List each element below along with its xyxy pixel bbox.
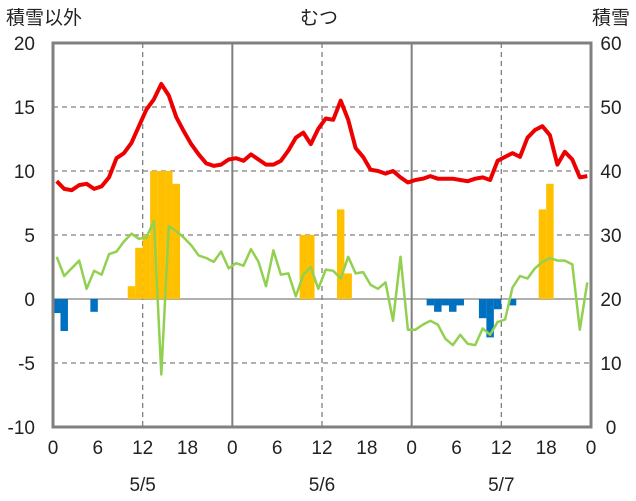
x-tick-label: 6 bbox=[451, 438, 462, 459]
right-tick-label: 50 bbox=[600, 98, 621, 119]
bar bbox=[299, 235, 308, 299]
left-tick-label: 0 bbox=[24, 290, 35, 311]
bar bbox=[493, 299, 502, 310]
left-tick-label: -5 bbox=[18, 354, 35, 375]
bar bbox=[441, 299, 450, 306]
x-tick-label: 18 bbox=[356, 438, 377, 459]
bar bbox=[90, 299, 98, 312]
bar bbox=[157, 171, 166, 299]
x-tick-label: 0 bbox=[48, 438, 59, 459]
x-tick-label: 0 bbox=[227, 438, 238, 459]
bar bbox=[538, 209, 547, 299]
plot-frame bbox=[51, 41, 593, 429]
bar bbox=[53, 299, 61, 314]
right-tick-label: 30 bbox=[600, 226, 621, 247]
day-label: 5/7 bbox=[488, 475, 514, 496]
series-line-green bbox=[55, 219, 589, 376]
bar bbox=[546, 183, 554, 299]
bar bbox=[344, 273, 352, 299]
x-tick-label: 6 bbox=[93, 438, 104, 459]
bar bbox=[135, 247, 143, 299]
left-tick-label: 15 bbox=[14, 98, 35, 119]
bar bbox=[172, 183, 181, 299]
day-label: 5/6 bbox=[309, 475, 335, 496]
bar bbox=[449, 299, 457, 312]
bar bbox=[60, 299, 68, 331]
left-tick-label: 5 bbox=[24, 226, 35, 247]
bar bbox=[434, 299, 442, 312]
right-tick-label: 20 bbox=[600, 290, 621, 311]
right-tick-label: 40 bbox=[600, 162, 621, 183]
x-tick-label: 12 bbox=[132, 438, 153, 459]
bar bbox=[426, 299, 435, 306]
right-tick-label: 0 bbox=[606, 418, 617, 439]
chart-title: むつ bbox=[300, 8, 338, 29]
bar bbox=[478, 299, 487, 319]
right-tick-label: 60 bbox=[600, 34, 621, 55]
bar bbox=[336, 209, 345, 299]
bar bbox=[127, 286, 136, 299]
x-tick-label: 18 bbox=[177, 438, 198, 459]
right-axis-title: 積雪 bbox=[592, 7, 630, 29]
series-line-red bbox=[55, 82, 588, 193]
x-tick-label: 18 bbox=[536, 438, 557, 459]
left-tick-label: -10 bbox=[8, 418, 35, 439]
bar-series bbox=[53, 171, 554, 338]
bar bbox=[456, 299, 464, 306]
x-tick-label: 12 bbox=[491, 438, 512, 459]
right-tick-label: 10 bbox=[600, 354, 621, 375]
bar bbox=[508, 299, 517, 306]
bar bbox=[486, 299, 494, 338]
left-tick-label: 20 bbox=[14, 34, 35, 55]
left-axis-title: 積雪以外 bbox=[6, 7, 82, 29]
day-label: 5/5 bbox=[129, 475, 155, 496]
x-tick-label: 0 bbox=[586, 438, 597, 459]
bar bbox=[142, 235, 151, 299]
line-series bbox=[55, 82, 589, 376]
x-tick-label: 6 bbox=[272, 438, 283, 459]
x-tick-label: 0 bbox=[406, 438, 417, 459]
left-tick-label: 10 bbox=[14, 162, 35, 183]
x-tick-label: 12 bbox=[311, 438, 332, 459]
